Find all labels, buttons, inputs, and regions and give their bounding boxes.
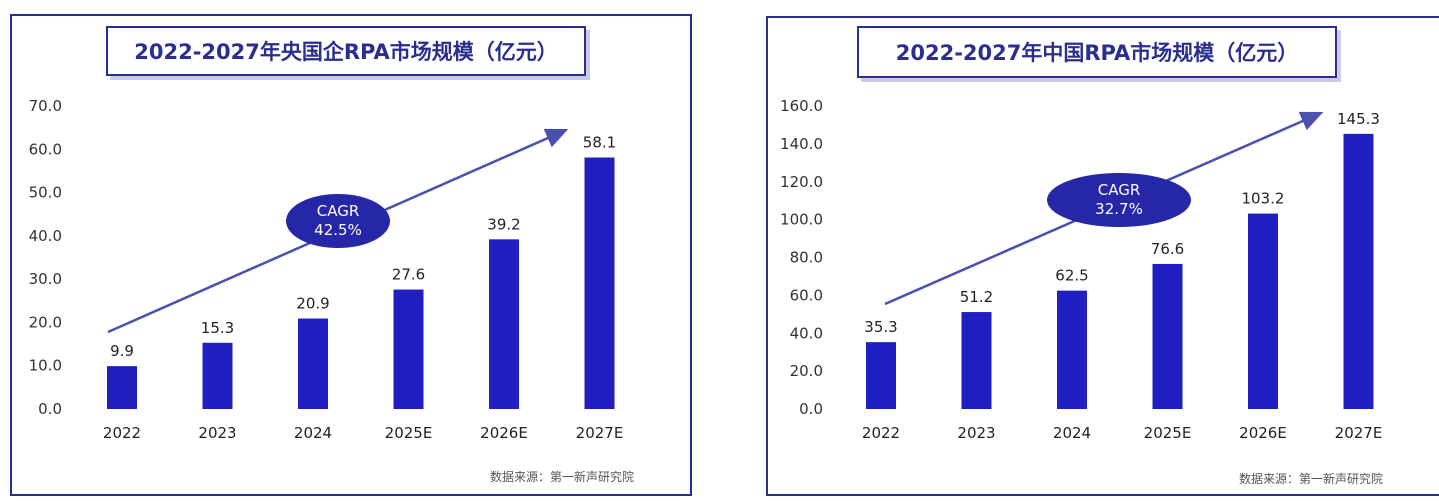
x-tick-label: 2024 [294, 424, 332, 442]
x-tick-label: 2026E [480, 424, 528, 442]
y-tick-label: 20.0 [29, 313, 62, 331]
y-tick-label: 40.0 [29, 227, 62, 245]
y-tick-label: 100.0 [780, 211, 823, 229]
chart-frame [766, 16, 1439, 496]
bar [489, 239, 519, 409]
y-tick-label: 10.0 [29, 357, 62, 375]
value-label: 20.9 [296, 295, 329, 313]
x-tick-label: 2023 [198, 424, 236, 442]
bar [107, 366, 137, 409]
cagr-label: CAGR [1098, 181, 1141, 199]
chart-title: 2022-2027年中国RPA市场规模（亿元） [857, 26, 1337, 78]
value-label: 35.3 [864, 318, 897, 336]
chart-panel-central-soe: 2022-2027年央国企RPA市场规模（亿元） 0.0 10.0 20.0 30.0… [0, 0, 700, 501]
value-label: 9.9 [110, 342, 134, 360]
bar [866, 342, 896, 409]
y-tick-label: 30.0 [29, 270, 62, 288]
bar-chart: 0.0 20.0 40.0 60.0 80.0 100.0 120.0 140.0 160.0 3… [780, 97, 1383, 442]
x-tick-label: 2027E [576, 424, 624, 442]
y-tick-label: 40.0 [790, 324, 823, 342]
y-tick-label: 80.0 [790, 249, 823, 267]
source-note: 数据来源：第一新声研究院 [1239, 472, 1384, 486]
x-tick-label: 2022 [862, 424, 900, 442]
y-tick-label: 70.0 [29, 97, 62, 115]
y-tick-label: 160.0 [780, 97, 823, 115]
x-tick-label: 2025E [1144, 424, 1192, 442]
y-tick-label: 60.0 [790, 286, 823, 304]
bar [1152, 263, 1183, 409]
cagr-value: 42.5% [314, 221, 362, 239]
x-tick-label: 2027E [1335, 424, 1383, 442]
bar-chart: 0.0 10.0 20.0 30.0 40.0 50.0 60.0 70.0 9.9 2022 15… [29, 97, 624, 442]
chart-title: 2022-2027年央国企RPA市场规模（亿元） [106, 26, 586, 76]
value-label: 51.2 [960, 288, 993, 306]
value-label: 103.2 [1242, 190, 1285, 208]
x-tick-label: 2025E [385, 424, 433, 442]
source-note: 数据来源：第一新声研究院 [490, 470, 635, 484]
y-tick-label: 0.0 [38, 400, 62, 418]
cagr-ellipse [286, 194, 390, 248]
value-label: 27.6 [392, 266, 425, 284]
y-tick-label: 140.0 [780, 135, 823, 153]
x-tick-label: 2026E [1239, 424, 1287, 442]
y-tick-label: 0.0 [799, 400, 823, 418]
y-tick-label: 60.0 [29, 140, 62, 158]
value-label: 39.2 [487, 215, 520, 233]
bar [961, 312, 992, 409]
y-tick-label: 50.0 [29, 184, 62, 202]
bar [202, 342, 233, 409]
value-label: 15.3 [201, 319, 234, 337]
chart-panel-china: 2022-2027年中国RPA市场规模（亿元） 0.0 20.0 40.0 60.0 8… [749, 0, 1439, 501]
y-tick-label: 120.0 [780, 173, 823, 191]
bar [1248, 213, 1278, 409]
x-tick-label: 2022 [103, 424, 141, 442]
bar [1343, 133, 1374, 409]
value-label: 76.6 [1151, 240, 1184, 258]
x-tick-label: 2023 [957, 424, 995, 442]
bar [1057, 290, 1087, 409]
bar [298, 318, 328, 409]
value-label: 58.1 [583, 134, 616, 152]
cagr-label: CAGR [317, 202, 360, 220]
cagr-ellipse [1047, 173, 1191, 227]
y-tick-label: 20.0 [790, 362, 823, 380]
value-label: 62.5 [1055, 267, 1088, 285]
bar [393, 289, 424, 409]
chart-frame [10, 14, 692, 496]
value-label: 145.3 [1337, 110, 1380, 128]
x-tick-label: 2024 [1053, 424, 1091, 442]
bar [584, 157, 615, 409]
cagr-value: 32.7% [1095, 200, 1143, 218]
